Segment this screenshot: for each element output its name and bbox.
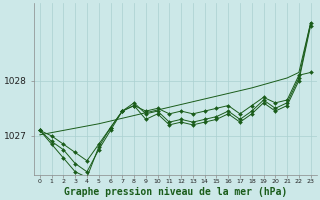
X-axis label: Graphe pression niveau de la mer (hPa): Graphe pression niveau de la mer (hPa) xyxy=(64,186,287,197)
